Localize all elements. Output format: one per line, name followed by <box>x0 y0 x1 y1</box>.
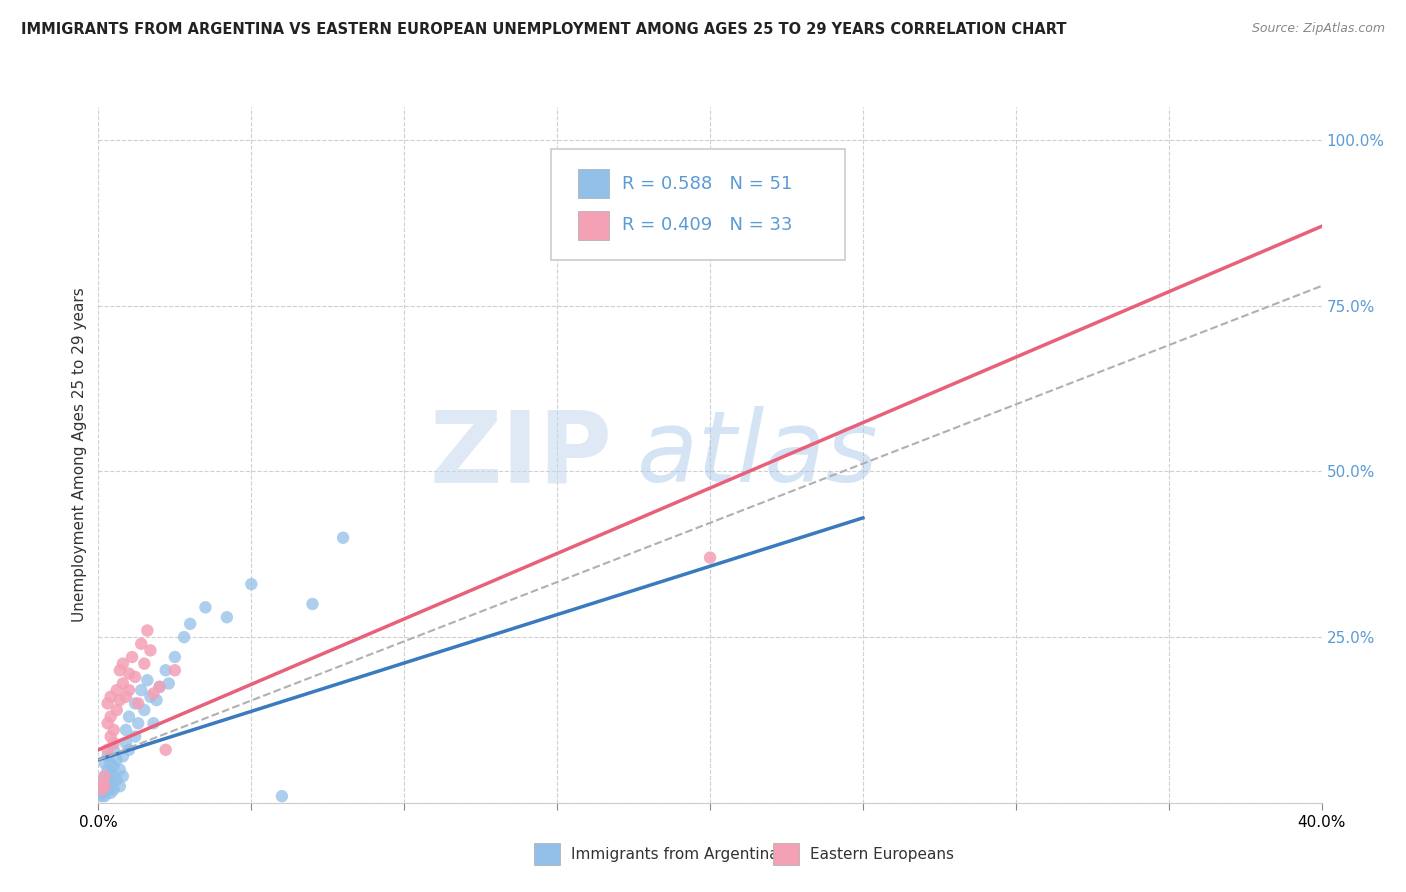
Point <box>115 690 138 704</box>
Y-axis label: Unemployment Among Ages 25 to 29 years: Unemployment Among Ages 25 to 29 years <box>72 287 87 623</box>
Point <box>124 670 146 684</box>
Point <box>194 600 217 615</box>
Point <box>142 686 165 700</box>
Point <box>118 683 141 698</box>
Point <box>134 703 156 717</box>
Point <box>97 772 120 787</box>
Point <box>100 690 122 704</box>
Point <box>129 683 152 698</box>
Point <box>134 657 156 671</box>
FancyBboxPatch shape <box>551 149 845 260</box>
Point <box>100 709 122 723</box>
Point <box>103 736 125 750</box>
Text: ZIP: ZIP <box>429 407 612 503</box>
Point <box>121 650 143 665</box>
Point <box>90 776 112 790</box>
Text: R = 0.588   N = 51: R = 0.588 N = 51 <box>621 175 793 193</box>
Point <box>157 676 180 690</box>
Point <box>270 789 292 804</box>
Point <box>97 763 120 777</box>
Point <box>108 763 131 777</box>
Point <box>105 703 128 717</box>
Point <box>103 782 125 797</box>
Point <box>103 769 125 783</box>
Point <box>173 630 195 644</box>
Point <box>127 697 149 711</box>
Point <box>105 753 128 767</box>
Point <box>108 779 131 793</box>
Text: IMMIGRANTS FROM ARGENTINA VS EASTERN EUROPEAN UNEMPLOYMENT AMONG AGES 25 TO 29 Y: IMMIGRANTS FROM ARGENTINA VS EASTERN EUR… <box>21 22 1067 37</box>
Point <box>100 756 122 770</box>
Point <box>93 779 115 793</box>
Point <box>105 683 128 698</box>
Point <box>129 637 152 651</box>
Point <box>90 789 112 804</box>
Point <box>93 769 115 783</box>
Point <box>103 743 125 757</box>
Point <box>301 597 323 611</box>
Point <box>93 769 115 783</box>
Point <box>149 680 172 694</box>
Point <box>90 776 112 790</box>
Point <box>179 616 201 631</box>
Point <box>97 716 120 731</box>
Point <box>149 680 172 694</box>
Point <box>118 709 141 723</box>
Text: Immigrants from Argentina: Immigrants from Argentina <box>571 847 779 862</box>
Point <box>100 730 122 744</box>
Point <box>97 697 120 711</box>
Point <box>240 577 263 591</box>
Point <box>111 676 134 690</box>
Point <box>93 789 115 804</box>
Point <box>97 743 120 757</box>
Point <box>145 693 167 707</box>
Point <box>136 673 159 688</box>
Point <box>90 786 112 800</box>
Point <box>163 663 186 677</box>
Point <box>93 756 115 770</box>
FancyBboxPatch shape <box>578 211 609 240</box>
Point <box>699 550 721 565</box>
Point <box>108 663 131 677</box>
Point <box>115 723 138 737</box>
Text: Source: ZipAtlas.com: Source: ZipAtlas.com <box>1251 22 1385 36</box>
Point <box>163 650 186 665</box>
Point <box>111 657 134 671</box>
Point <box>118 666 141 681</box>
Point <box>124 730 146 744</box>
Point <box>142 716 165 731</box>
FancyBboxPatch shape <box>578 169 609 198</box>
Point <box>332 531 354 545</box>
Point <box>139 643 162 657</box>
Point <box>90 782 112 797</box>
Point <box>108 693 131 707</box>
Point <box>100 786 122 800</box>
Point <box>215 610 238 624</box>
Text: Eastern Europeans: Eastern Europeans <box>810 847 953 862</box>
Point <box>155 743 177 757</box>
Point <box>103 723 125 737</box>
Point <box>118 743 141 757</box>
Point <box>111 769 134 783</box>
Point <box>97 749 120 764</box>
Point <box>103 759 125 773</box>
Text: R = 0.409   N = 33: R = 0.409 N = 33 <box>621 217 793 235</box>
Point <box>93 779 115 793</box>
Point <box>100 776 122 790</box>
Text: atlas: atlas <box>637 407 879 503</box>
Point <box>100 766 122 780</box>
Point <box>90 782 112 797</box>
Point <box>111 749 134 764</box>
Point <box>136 624 159 638</box>
Point <box>105 772 128 787</box>
Point <box>97 782 120 797</box>
Point <box>155 663 177 677</box>
Point <box>127 716 149 731</box>
Point <box>115 736 138 750</box>
Point <box>124 697 146 711</box>
Point <box>139 690 162 704</box>
